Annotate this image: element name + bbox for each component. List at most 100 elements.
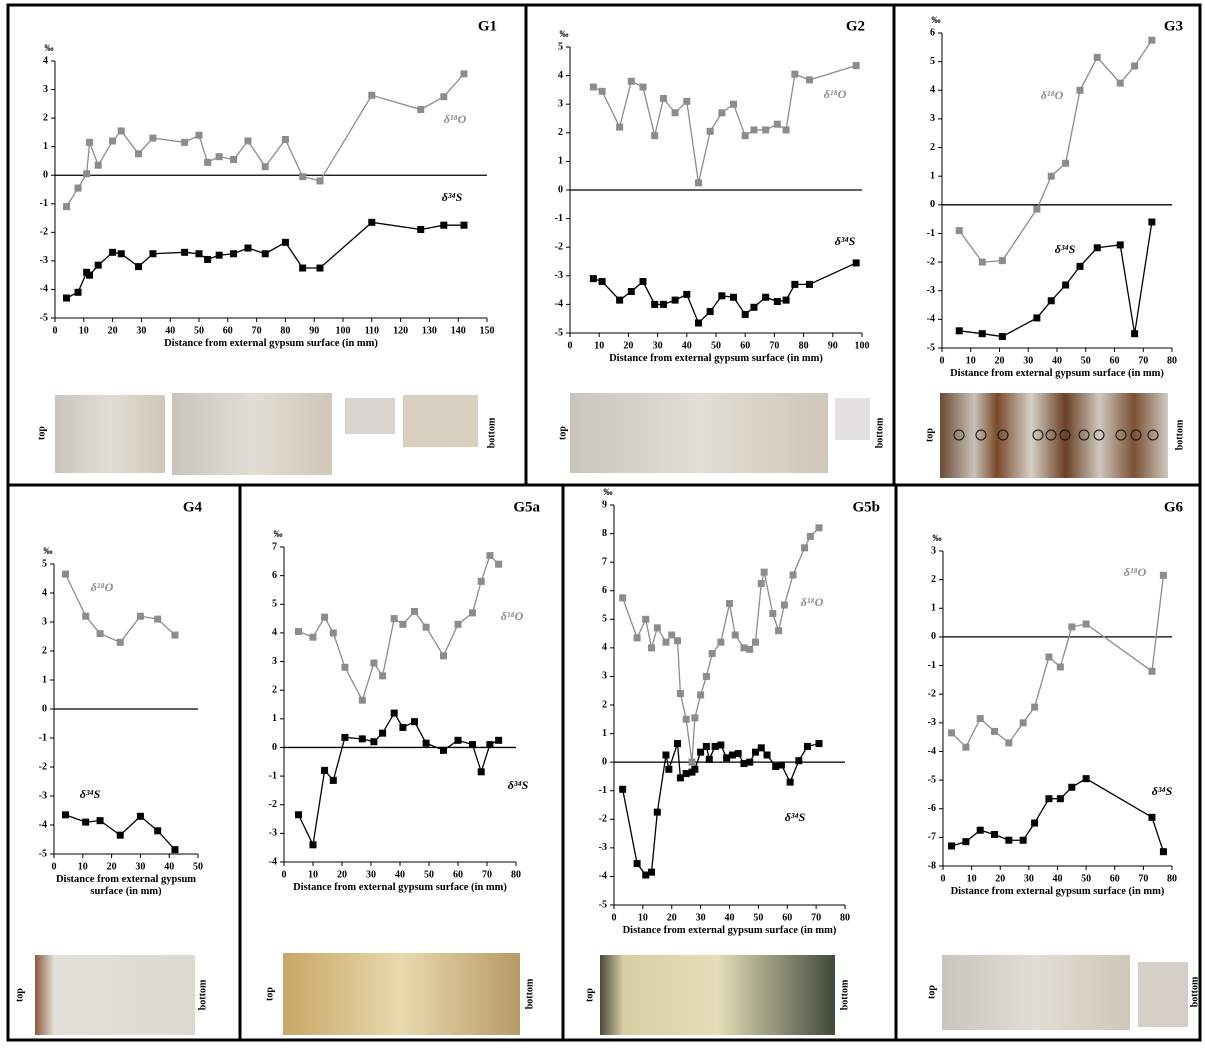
x-tick-label: 10 <box>967 873 977 884</box>
data-point <box>244 245 251 252</box>
x-tick-label: 80 <box>840 912 850 923</box>
data-point <box>368 92 375 99</box>
data-point <box>262 250 269 257</box>
x-tick-label: 70 <box>811 912 821 923</box>
data-point <box>1117 80 1124 87</box>
series-line <box>67 222 464 298</box>
x-tick-label: 50 <box>711 340 721 351</box>
y-tick-label: 0 <box>602 756 607 767</box>
y-tick-label: 1 <box>931 603 936 614</box>
data-point <box>651 301 658 308</box>
y-tick-label: -2 <box>928 688 936 699</box>
data-point <box>730 294 737 301</box>
data-point <box>321 614 328 621</box>
x-tick-label: 90 <box>309 325 319 336</box>
data-point <box>1131 62 1138 69</box>
x-tick-label: 0 <box>53 325 58 336</box>
data-point <box>762 126 769 133</box>
data-point <box>962 744 969 751</box>
data-point <box>979 330 986 337</box>
x-tick-label: 30 <box>136 325 146 336</box>
data-point <box>1048 297 1055 304</box>
x-tick-label: 30 <box>1023 355 1033 366</box>
data-point <box>423 740 430 747</box>
data-point <box>1020 719 1027 726</box>
y-tick-label: 2 <box>42 645 47 656</box>
y-tick-label: 6 <box>930 27 935 38</box>
x-tick-label: 60 <box>453 869 463 880</box>
data-point <box>478 768 485 775</box>
y-tick-label: 5 <box>602 614 607 625</box>
x-tick-label: 120 <box>393 325 408 336</box>
y-tick-label: -2 <box>555 241 563 252</box>
panel-title: G5a <box>513 499 540 515</box>
x-axis-label-box: Distance from external gypsum surface (i… <box>260 882 540 912</box>
y-tick-label: -1 <box>927 228 935 239</box>
x-tick-label: 20 <box>107 861 117 872</box>
x-tick-label: 10 <box>966 355 976 366</box>
data-point <box>640 84 647 91</box>
y-tick-label: 9 <box>602 499 607 510</box>
data-point <box>1117 241 1124 248</box>
data-point <box>1020 837 1027 844</box>
data-point <box>672 297 679 304</box>
data-point <box>154 827 161 834</box>
y-tick-label: -3 <box>928 717 936 728</box>
data-point <box>1083 775 1090 782</box>
y-tick-label: -1 <box>599 785 607 796</box>
x-tick-label: 10 <box>79 325 89 336</box>
data-point <box>853 259 860 266</box>
x-tick-label: 20 <box>667 912 677 923</box>
y-tick-label: 2 <box>43 112 48 123</box>
data-point <box>391 615 398 622</box>
y-tick-label: -2 <box>39 761 47 772</box>
y-tick-label: -2 <box>269 799 277 810</box>
y-tick-label: 3 <box>272 656 277 667</box>
series-line <box>959 40 1152 262</box>
data-point <box>752 639 759 646</box>
data-point <box>181 139 188 146</box>
data-point <box>62 571 69 578</box>
data-point <box>359 735 366 742</box>
x-axis-label-box: Distance from external gypsum surface (i… <box>590 925 870 955</box>
y-tick-label: -3 <box>39 790 47 801</box>
x-tick-label: 0 <box>941 873 946 884</box>
data-point <box>486 552 493 559</box>
y-tick-label: 4 <box>558 70 563 81</box>
y-tick-label: -8 <box>928 860 936 871</box>
data-point <box>423 624 430 631</box>
data-point <box>634 634 641 641</box>
data-point <box>746 759 753 766</box>
data-point <box>662 752 669 759</box>
data-point <box>117 832 124 839</box>
data-point <box>63 203 70 210</box>
data-point <box>368 219 375 226</box>
y-tick-label: 0 <box>43 170 48 181</box>
series-line <box>67 74 464 207</box>
y-tick-label: 5 <box>42 558 47 569</box>
x-tick-label: 20 <box>995 873 1005 884</box>
data-point <box>417 226 424 233</box>
data-point <box>154 616 161 623</box>
x-tick-label: 40 <box>725 912 735 923</box>
data-point <box>804 743 811 750</box>
series-name: δ¹⁸O <box>444 112 467 126</box>
y-tick-label: -2 <box>40 227 48 238</box>
y-tick-label: -1 <box>928 660 936 671</box>
data-point <box>616 124 623 131</box>
y-tick-label: 4 <box>602 642 607 653</box>
x-tick-label: 60 <box>740 340 750 351</box>
y-tick-label: 5 <box>558 41 563 52</box>
data-point <box>742 132 749 139</box>
series-name: δ¹⁸O <box>501 609 524 623</box>
data-point <box>341 664 348 671</box>
y-tick-label: 1 <box>930 170 935 181</box>
data-point <box>762 294 769 301</box>
data-point <box>783 126 790 133</box>
y-tick-label: 2 <box>930 142 935 153</box>
data-point <box>662 639 669 646</box>
x-tick-label: 50 <box>193 861 203 872</box>
x-tick-label: 40 <box>164 861 174 872</box>
series-name: δ³⁴S <box>80 787 101 801</box>
data-point <box>761 569 768 576</box>
